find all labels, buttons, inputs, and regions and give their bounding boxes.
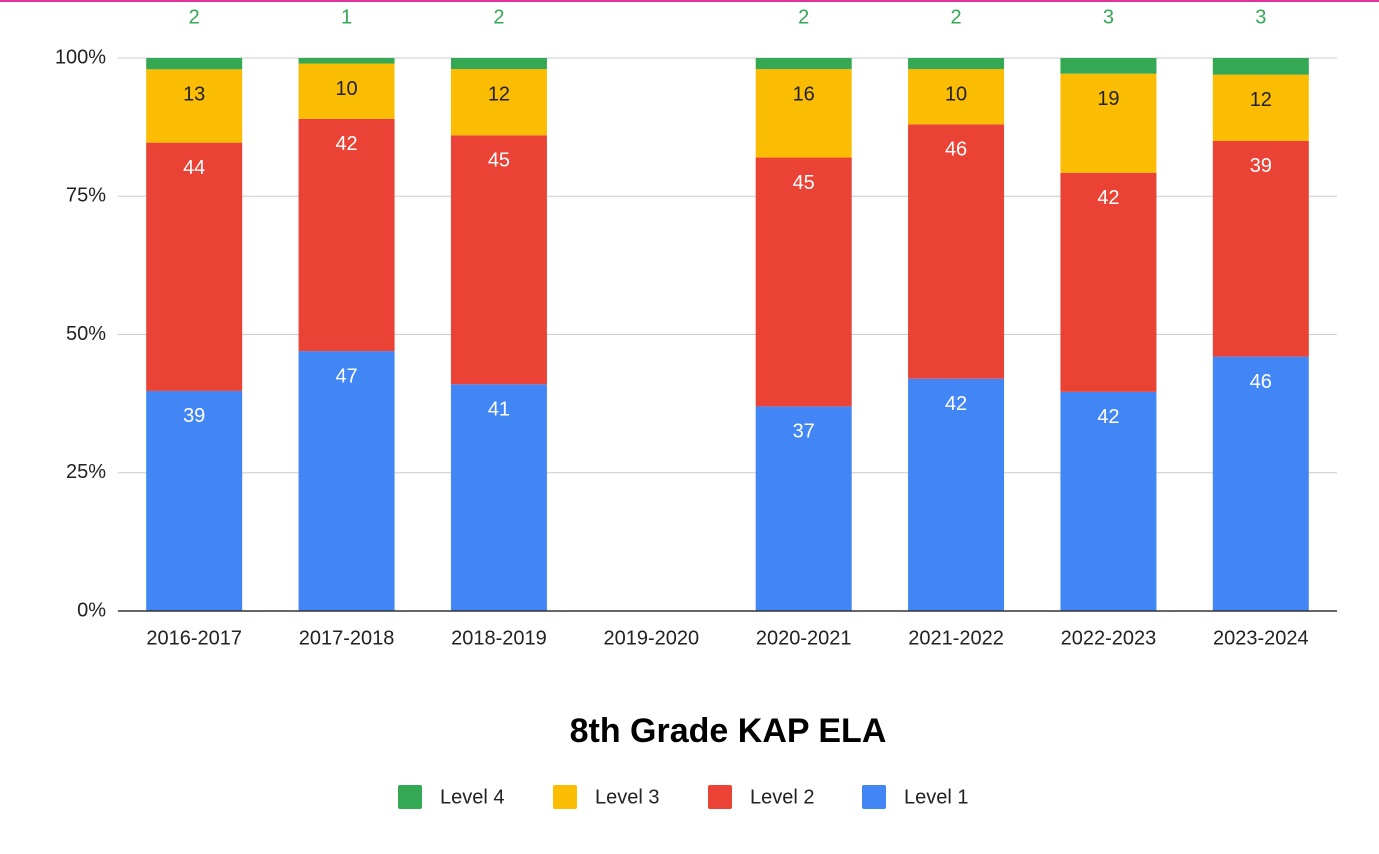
y-tick-label: 25% — [66, 461, 106, 483]
data-label: 46 — [1250, 371, 1272, 393]
x-tick-label: 2022-2023 — [1061, 627, 1157, 649]
bar-segment — [1060, 172, 1157, 392]
bar-segment — [298, 118, 395, 352]
bar-segment — [146, 390, 243, 611]
x-tick-label: 2020-2021 — [756, 627, 852, 649]
data-label: 1 — [341, 6, 352, 28]
legend-swatch — [862, 785, 886, 809]
bar-segment — [1212, 140, 1309, 357]
data-label: 12 — [1250, 89, 1272, 111]
data-label: 2 — [798, 6, 809, 28]
bar-segment — [908, 124, 1005, 379]
bar-segment — [908, 58, 1005, 70]
x-tick-label: 2021-2022 — [908, 627, 1004, 649]
bar-segment — [298, 351, 395, 611]
data-label: 10 — [945, 83, 967, 105]
data-label: 39 — [1250, 155, 1272, 177]
x-tick-label: 2017-2018 — [299, 627, 395, 649]
y-tick-label: 75% — [66, 185, 106, 207]
data-label: 47 — [335, 365, 357, 387]
bar-segment — [450, 58, 547, 70]
data-label: 45 — [488, 150, 510, 172]
bar-segment — [450, 69, 547, 136]
bar-segment — [1212, 74, 1309, 141]
data-label: 16 — [793, 83, 815, 105]
bar-segment — [1212, 356, 1309, 611]
bar-segment — [298, 63, 395, 119]
bar-segment — [1060, 391, 1157, 611]
data-label: 44 — [183, 157, 205, 179]
bar-segment — [450, 135, 547, 385]
x-tick-label: 2018-2019 — [451, 627, 547, 649]
legend-label: Level 3 — [595, 786, 660, 808]
bar-segment — [146, 142, 243, 391]
data-label: 41 — [488, 399, 510, 421]
bar-segment — [908, 69, 1005, 125]
bar-segment — [755, 58, 852, 70]
data-label: 46 — [945, 139, 967, 161]
legend-label: Level 4 — [440, 786, 505, 808]
chart-title: 8th Grade KAP ELA — [570, 712, 887, 750]
bar-segment — [755, 157, 852, 407]
y-tick-label: 0% — [77, 599, 106, 621]
data-label: 37 — [793, 421, 815, 443]
bar-segment — [1060, 73, 1157, 173]
x-tick-label: 2023-2024 — [1213, 627, 1309, 649]
bar-segment — [298, 58, 395, 64]
data-label: 2 — [189, 6, 200, 28]
data-label: 19 — [1097, 88, 1119, 110]
bar-segment — [450, 384, 547, 611]
bar-segment — [1212, 58, 1309, 75]
x-tick-label: 2019-2020 — [603, 627, 699, 649]
bar-segment — [1060, 58, 1157, 74]
y-tick-label: 100% — [55, 46, 106, 68]
x-tick-label: 2016-2017 — [146, 627, 242, 649]
bar-segment — [146, 69, 243, 143]
data-label: 2 — [493, 6, 504, 28]
data-label: 10 — [335, 78, 357, 100]
legend-swatch — [553, 785, 577, 809]
bar-segment — [755, 406, 852, 611]
data-label: 42 — [1097, 406, 1119, 428]
legend-label: Level 2 — [750, 786, 815, 808]
bar-segment — [146, 58, 243, 70]
bar-segment — [908, 378, 1005, 611]
data-label: 2 — [951, 6, 962, 28]
y-tick-label: 50% — [66, 323, 106, 345]
legend-swatch — [398, 785, 422, 809]
bar-segment — [755, 69, 852, 158]
data-label: 42 — [335, 133, 357, 155]
data-label: 45 — [793, 172, 815, 194]
data-label: 3 — [1255, 6, 1266, 28]
legend-label: Level 1 — [904, 786, 969, 808]
data-label: 42 — [945, 393, 967, 415]
data-label: 12 — [488, 83, 510, 105]
data-label: 3 — [1103, 6, 1114, 28]
data-label: 42 — [1097, 187, 1119, 209]
data-label: 13 — [183, 84, 205, 106]
data-label: 39 — [183, 405, 205, 427]
legend-swatch — [708, 785, 732, 809]
